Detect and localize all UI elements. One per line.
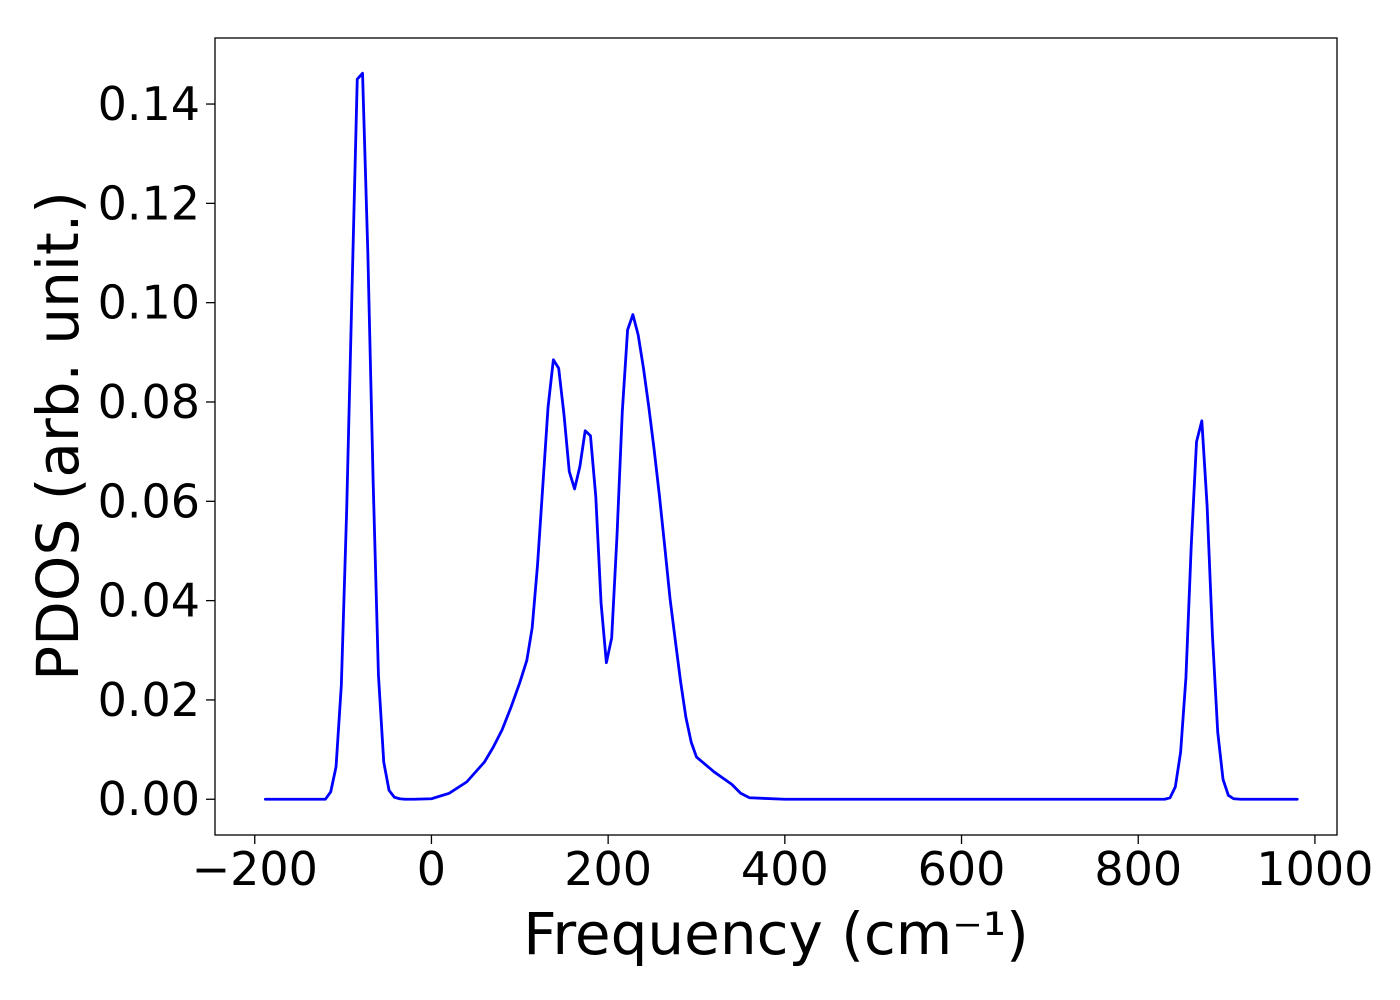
y-axis-title: PDOS (arb. unit.): [24, 191, 92, 681]
y-tick-label: 0.04: [98, 574, 200, 628]
plot-area: [263, 71, 1299, 801]
y-tick-label: 0.14: [98, 77, 200, 131]
x-tick-label: −200: [192, 842, 318, 896]
y-tick-label: 0.00: [98, 772, 200, 826]
y-tick-label: 0.02: [98, 673, 200, 727]
x-tick-label: 0: [417, 842, 446, 896]
plot-frame: [214, 37, 1338, 836]
y-axis: 0.00 0.02 0.04 0.06 0.08 0.10 0.12 0.14: [98, 77, 215, 826]
x-axis: −200 0 200 400 600 800 1000: [192, 835, 1373, 896]
x-tick-label: 1000: [1256, 842, 1373, 896]
x-axis-title: Frequency (cm⁻¹): [523, 900, 1029, 968]
x-tick-label: 400: [741, 842, 829, 896]
pdos-series-line: [263, 71, 1299, 801]
y-tick-label: 0.12: [98, 176, 200, 230]
x-tick-label: 600: [918, 842, 1006, 896]
y-tick-label: 0.10: [98, 276, 200, 330]
x-tick-label: 800: [1094, 842, 1182, 896]
x-tick-label: 200: [564, 842, 652, 896]
y-tick-label: 0.06: [98, 474, 200, 528]
y-tick-label: 0.08: [98, 375, 200, 429]
